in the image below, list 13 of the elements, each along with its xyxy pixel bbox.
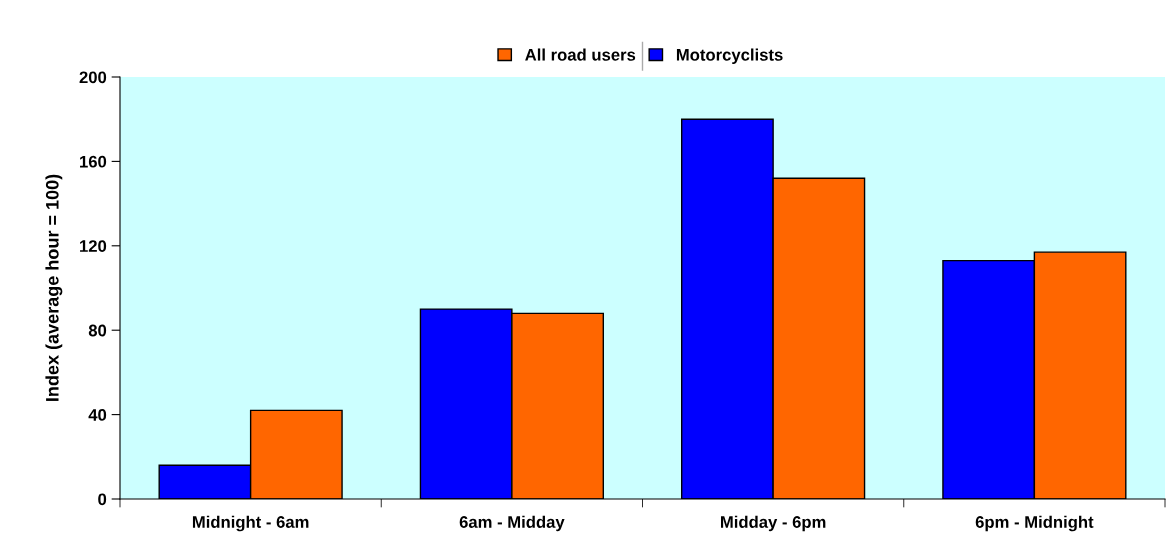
y-tick-label: 40 xyxy=(88,409,107,421)
y-tick-label: 80 xyxy=(88,324,107,337)
y-axis-title: Index (average hour = 100) xyxy=(45,174,63,401)
x-tick-label: Midnight - 6am xyxy=(192,515,309,532)
y-tick-label: 200 xyxy=(79,71,107,84)
y-tick-label: 160 xyxy=(80,155,107,168)
legend-label: All road users xyxy=(525,48,636,61)
x-tick-label: 6pm - Midnight xyxy=(975,515,1094,532)
y-tick-label: 0 xyxy=(98,493,107,506)
y-tick-label: 120 xyxy=(80,240,107,252)
x-tick-label: Midday - 6pm xyxy=(721,515,826,532)
x-tick-label: 6am - Midday xyxy=(459,515,565,532)
legend-label: Motorcyclists xyxy=(676,48,783,64)
